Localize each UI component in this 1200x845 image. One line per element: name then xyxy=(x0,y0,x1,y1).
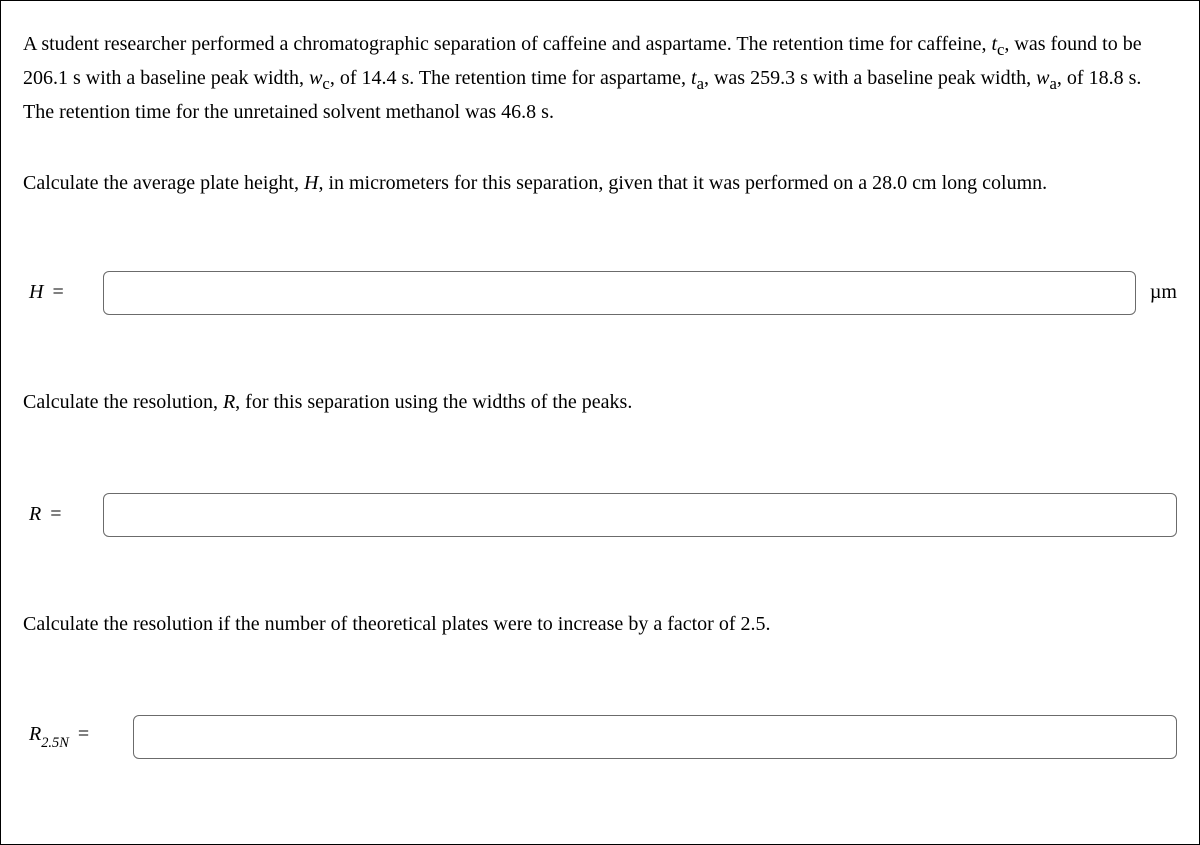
question-card: A student researcher performed a chromat… xyxy=(0,0,1200,845)
q2-input[interactable] xyxy=(103,493,1177,537)
q1-answer-row: H = µm xyxy=(23,271,1177,315)
q1-unit: µm xyxy=(1136,281,1177,304)
q3-answer-row: R2.5N = xyxy=(23,715,1177,759)
intro-paragraph: A student researcher performed a chromat… xyxy=(23,29,1177,128)
q2-label: R = xyxy=(23,503,103,526)
q3-input[interactable] xyxy=(133,715,1177,759)
q3-prompt: Calculate the resolution if the number o… xyxy=(23,609,1177,640)
q1-input[interactable] xyxy=(103,271,1136,315)
q2-answer-row: R = xyxy=(23,493,1177,537)
q3-label: R2.5N = xyxy=(23,723,133,750)
q2-prompt: Calculate the resolution, R, for this se… xyxy=(23,387,1177,418)
q1-prompt: Calculate the average plate height, H, i… xyxy=(23,168,1177,199)
q1-label: H = xyxy=(23,281,103,304)
